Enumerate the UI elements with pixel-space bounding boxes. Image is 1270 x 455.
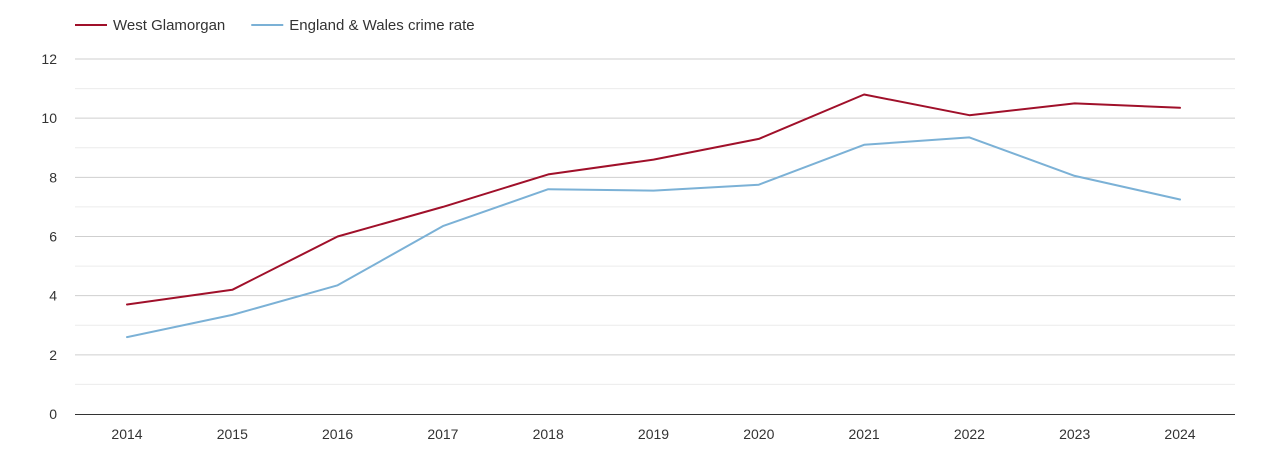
y-tick-label: 8 (49, 169, 57, 185)
grid-lines (75, 58, 1235, 385)
x-tick-label: 2024 (1164, 426, 1195, 442)
legend: West Glamorgan England & Wales crime rate (75, 17, 475, 34)
x-tick-label: 2021 (849, 426, 880, 442)
x-tick-label: 2014 (111, 426, 142, 442)
x-tick-label: 2016 (322, 426, 353, 442)
x-tick-label: 2023 (1059, 426, 1090, 442)
legend-item: England & Wales crime rate (251, 17, 475, 34)
x-tick-label: 2018 (533, 426, 564, 442)
y-tick-label: 4 (49, 288, 57, 304)
y-tick-label: 2 (49, 347, 57, 363)
x-tick-label: 2015 (217, 426, 248, 442)
series-lines (126, 93, 1181, 339)
series-line-primary (126, 93, 1181, 306)
y-tick-label: 6 (49, 229, 57, 245)
legend-label: West Glamorgan (113, 17, 225, 34)
x-tick-label: 2020 (743, 426, 774, 442)
legend-label: England & Wales crime rate (289, 17, 474, 34)
x-axis: 2014 2015 2016 2017 2018 2019 2020 2021 2022 2023… (75, 414, 1235, 442)
y-tick-label: 12 (41, 51, 57, 67)
x-tick-label: 2022 (954, 426, 985, 442)
series-line-secondary (126, 136, 1181, 339)
x-tick-label: 2017 (427, 426, 458, 442)
x-tick-label: 2019 (638, 426, 669, 442)
y-tick-label: 0 (49, 406, 57, 422)
y-tick-label: 10 (41, 110, 57, 126)
legend-item: West Glamorgan (75, 17, 225, 34)
y-axis: 0 2 4 6 8 10 12 (41, 51, 57, 422)
